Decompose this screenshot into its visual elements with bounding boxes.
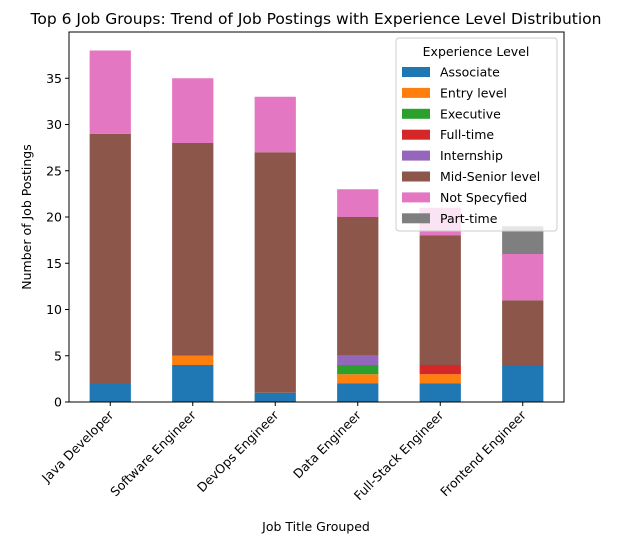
- bar-segment: [89, 383, 131, 402]
- bar-segment: [419, 383, 461, 402]
- legend-label: Associate: [440, 65, 500, 80]
- y-tick-label: 30: [46, 117, 62, 132]
- bar-segment: [89, 133, 131, 384]
- bar-segment: [254, 392, 296, 402]
- legend-swatch: [402, 108, 430, 119]
- x-tick-label: Data Engineer: [290, 407, 364, 481]
- y-tick-label: 25: [46, 163, 62, 178]
- y-tick-label: 35: [46, 71, 62, 86]
- legend-label: Full-time: [440, 127, 494, 142]
- bar-segment: [337, 383, 379, 402]
- legend-label: Part-time: [440, 211, 498, 226]
- bar-segment: [337, 217, 379, 356]
- bar-segment: [172, 143, 214, 356]
- bar-segment: [89, 50, 131, 134]
- bar-segment: [254, 152, 296, 393]
- legend-label: Executive: [440, 106, 501, 121]
- bar-segment: [419, 374, 461, 384]
- legend-swatch: [402, 129, 430, 140]
- legend-label: Mid-Senior level: [440, 169, 540, 184]
- x-tick-label: DevOps Engineer: [194, 407, 282, 495]
- legend-swatch: [402, 192, 430, 203]
- legend-swatch: [402, 213, 430, 224]
- y-tick-label: 5: [54, 348, 62, 363]
- legend-label: Entry level: [440, 85, 507, 100]
- x-tick-label: Full-Stack Engineer: [351, 407, 447, 503]
- legend-title: Experience Level: [423, 44, 530, 59]
- bar-segment: [337, 365, 379, 375]
- bar-segment: [172, 355, 214, 365]
- x-axis-label: Job Title Grouped: [261, 519, 370, 534]
- legend-items: Associate Entry level Executive Full-time In…: [402, 65, 540, 226]
- bar-segment: [502, 365, 544, 402]
- bar-segment: [502, 300, 544, 365]
- bar-segment: [337, 374, 379, 384]
- x-tick-label: Software Engineer: [107, 407, 199, 499]
- legend-label: Not Specyfied: [440, 190, 527, 205]
- legend: Experience Level Associate Entry level Exe…: [395, 37, 558, 232]
- bar-segment: [254, 96, 296, 153]
- bar-segment: [337, 189, 379, 217]
- legend-box: [395, 37, 558, 232]
- legend-swatch: [402, 171, 430, 182]
- bar-segment: [172, 78, 214, 143]
- bar-segment: [419, 365, 461, 375]
- bar-segment: [419, 235, 461, 365]
- y-tick-label: 10: [46, 302, 62, 317]
- legend-swatch: [402, 67, 430, 77]
- chart-title: Top 6 Job Groups: Trend of Job Postings …: [30, 10, 602, 28]
- y-tick-label: 20: [46, 210, 62, 225]
- legend-swatch: [402, 150, 430, 161]
- plot-frame: [68, 31, 565, 403]
- y-tick-label: 15: [46, 256, 62, 271]
- y-axis-ticks: 0 5 10 15 20 25 30 35: [46, 71, 69, 410]
- x-tick-label: Frontend Engineer: [437, 407, 529, 499]
- bar-segment: [172, 365, 214, 402]
- x-tick-label: Java Developer: [38, 407, 117, 486]
- y-tick-label: 0: [54, 395, 62, 410]
- bar-segment: [337, 355, 379, 365]
- bar-segment: [502, 254, 544, 301]
- y-axis-label: Number of Job Postings: [19, 144, 34, 289]
- legend-swatch: [402, 87, 430, 98]
- legend-label: Internship: [440, 148, 503, 163]
